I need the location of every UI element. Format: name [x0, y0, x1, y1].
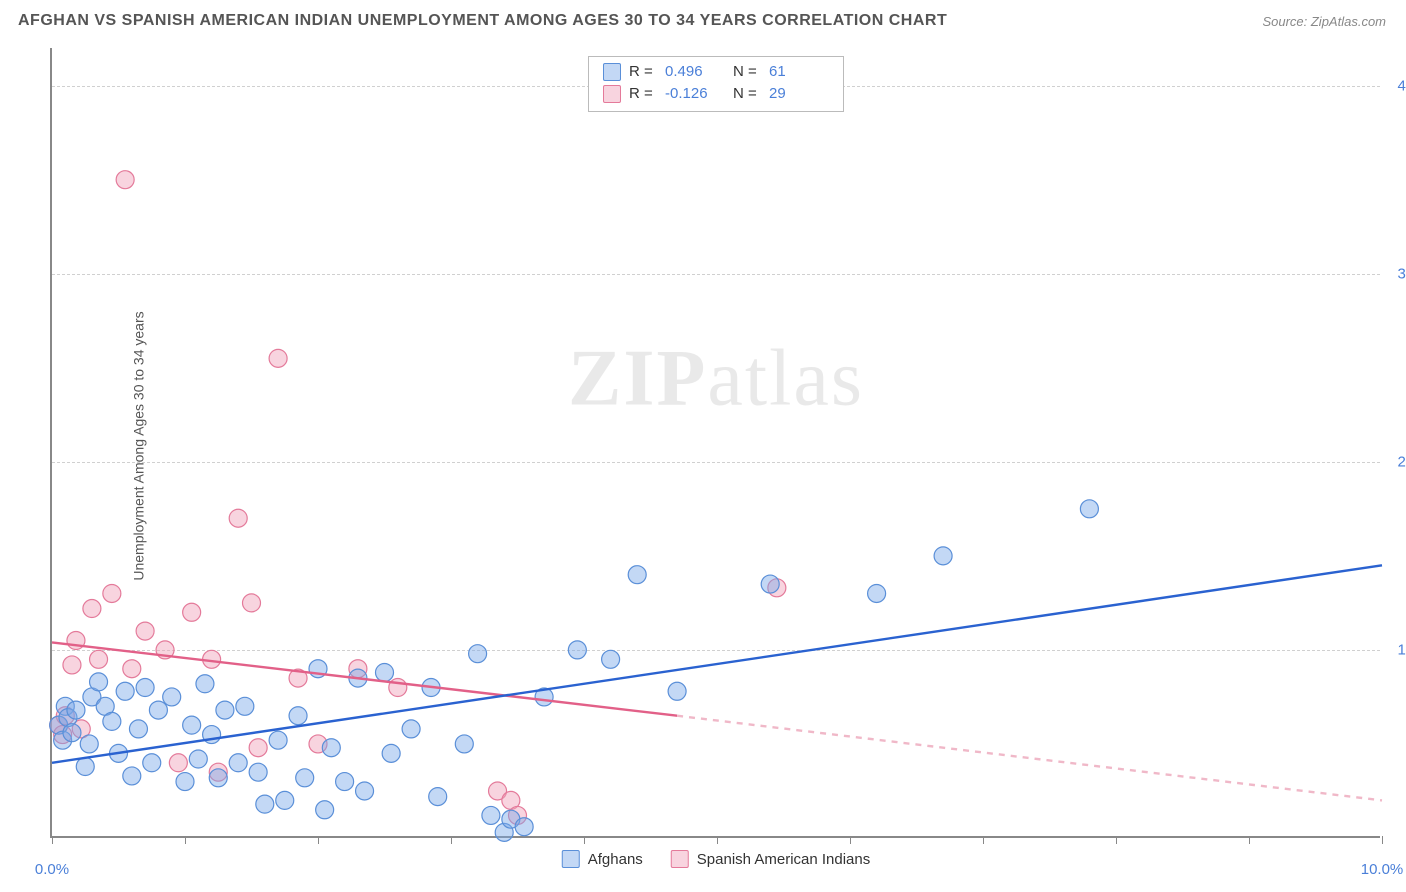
swatch-icon — [671, 850, 689, 868]
scatter-svg — [52, 48, 1380, 836]
swatch-icon — [562, 850, 580, 868]
swatch-icon — [603, 85, 621, 103]
y-tick-label: 20.0% — [1385, 453, 1406, 470]
legend-item-spanish: Spanish American Indians — [671, 850, 870, 868]
x-tick-label: 0.0% — [35, 861, 69, 878]
y-tick-label: 40.0% — [1385, 77, 1406, 94]
x-tick-label: 10.0% — [1361, 861, 1404, 878]
source-label: Source: ZipAtlas.com — [1262, 14, 1386, 29]
plot-area: ZIPatlas R = 0.496 N = 61 R = -0.126 N =… — [50, 48, 1380, 838]
legend-item-afghans: Afghans — [562, 850, 643, 868]
swatch-icon — [603, 63, 621, 81]
correlation-legend: R = 0.496 N = 61 R = -0.126 N = 29 — [588, 56, 844, 112]
y-tick-label: 30.0% — [1385, 265, 1406, 282]
y-tick-label: 10.0% — [1385, 641, 1406, 658]
legend-row-spanish: R = -0.126 N = 29 — [603, 83, 829, 105]
legend-row-afghans: R = 0.496 N = 61 — [603, 61, 829, 83]
series-legend: Afghans Spanish American Indians — [562, 850, 870, 868]
chart-title: AFGHAN VS SPANISH AMERICAN INDIAN UNEMPL… — [18, 12, 947, 30]
